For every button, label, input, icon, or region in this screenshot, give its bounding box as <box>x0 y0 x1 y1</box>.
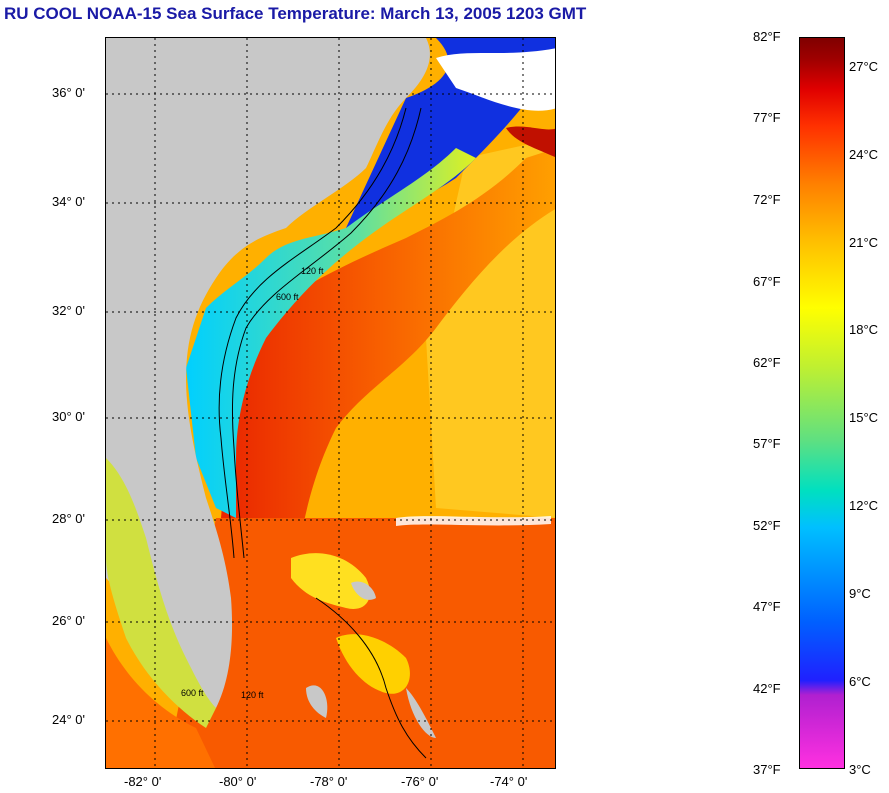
latitude-label: 28° 0' <box>52 511 85 526</box>
contour-label: 120 ft <box>241 690 264 700</box>
colorbar-fahrenheit-label: 62°F <box>753 355 781 370</box>
colorbar-celsius-label: 24°C <box>849 147 879 162</box>
island <box>306 685 328 718</box>
warm-eddy <box>506 126 555 158</box>
latitude-label: 24° 0' <box>52 712 85 727</box>
longitude-label: -80° 0' <box>219 774 257 789</box>
cloud-streak <box>396 516 551 526</box>
latitude-label: 36° 0' <box>52 85 85 100</box>
longitude-label: -74° 0' <box>490 774 528 789</box>
sst-map: 120 ft 600 ft 120 ft 600 ft <box>105 37 556 769</box>
longitude-label: -82° 0' <box>124 774 162 789</box>
colorbar-fahrenheit-label: 47°F <box>753 599 781 614</box>
cloud-patch <box>436 48 555 111</box>
gulf-shelf-waters <box>106 458 216 728</box>
colorbar-celsius-label: 3°C <box>849 762 871 777</box>
longitude-label: -76° 0' <box>401 774 439 789</box>
colorbar-celsius-label: 18°C <box>849 322 879 337</box>
colorbar-fahrenheit-label: 72°F <box>753 192 781 207</box>
bahamas-bank <box>291 553 370 609</box>
contour-label: 600 ft <box>181 688 204 698</box>
colorbar-fahrenheit-label: 77°F <box>753 110 781 125</box>
longitude-label: -78° 0' <box>310 774 348 789</box>
colorbar-celsius-label: 12°C <box>849 498 879 513</box>
island <box>406 688 436 738</box>
island <box>351 581 376 600</box>
isobath-bahamas <box>315 597 427 759</box>
isobath-600ft <box>231 107 422 559</box>
latitude-label: 32° 0' <box>52 303 85 318</box>
colorbar-celsius-label: 27°C <box>849 59 879 74</box>
colorbar-celsius-label: 15°C <box>849 410 879 425</box>
land-mass <box>106 38 430 708</box>
contour-label: 120 ft <box>301 266 324 276</box>
gulf-of-mexico-waters <box>106 638 216 768</box>
colorbar-fahrenheit-label: 57°F <box>753 436 781 451</box>
contour-label: 600 ft <box>276 292 299 302</box>
latitude-label: 26° 0' <box>52 613 85 628</box>
colorbar-celsius-label: 21°C <box>849 235 879 250</box>
latitude-label: 30° 0' <box>52 409 85 424</box>
colorbar-celsius-label: 9°C <box>849 586 871 601</box>
colorbar-fahrenheit-label: 52°F <box>753 518 781 533</box>
colorbar-fahrenheit-label: 37°F <box>753 762 781 777</box>
isobath-120ft <box>218 107 407 559</box>
map-title: RU COOL NOAA-15 Sea Surface Temperature:… <box>4 4 587 23</box>
colorbar-celsius-label: 6°C <box>849 674 871 689</box>
temperature-colorbar <box>799 37 845 769</box>
colorbar-fahrenheit-label: 42°F <box>753 681 781 696</box>
colorbar-fahrenheit-label: 67°F <box>753 274 781 289</box>
colorbar-fahrenheit-label: 82°F <box>753 29 781 44</box>
bahamas-bank <box>336 634 410 694</box>
latitude-label: 34° 0' <box>52 194 85 209</box>
sst-map-image: 120 ft 600 ft 120 ft 600 ft <box>106 38 555 768</box>
graticule <box>106 38 555 768</box>
